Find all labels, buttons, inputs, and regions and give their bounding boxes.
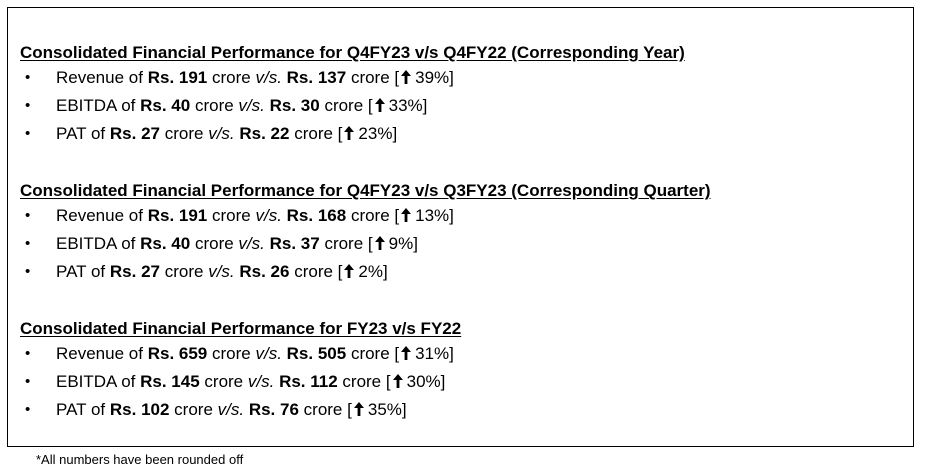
list-item: • EBITDA of Rs. 145 crore v/s. Rs. 112 c… <box>20 368 900 396</box>
footnote: *All numbers have been rounded off <box>36 452 244 467</box>
section-heading: Consolidated Financial Performance for Q… <box>20 181 711 200</box>
item-text: EBITDA of Rs. 145 crore v/s. Rs. 112 cro… <box>56 372 446 391</box>
section-heading: Consolidated Financial Performance for F… <box>20 319 462 338</box>
current-value: Rs. 27 <box>109 124 160 143</box>
metric-label: Revenue <box>56 206 125 225</box>
metric-label: Revenue <box>56 344 125 363</box>
bullet: • <box>25 97 31 114</box>
list-item: • Revenue of Rs. 191 crore v/s. Rs. 168 … <box>20 202 900 230</box>
list-item: • EBITDA of Rs. 40 crore v/s. Rs. 37 cro… <box>20 230 900 258</box>
current-value: Rs. 40 <box>140 234 191 253</box>
bullet: • <box>25 373 31 390</box>
bullet: • <box>25 263 31 280</box>
previous-value: Rs. 30 <box>269 96 320 115</box>
up-arrow-icon <box>374 235 386 251</box>
up-arrow-icon <box>400 207 412 223</box>
item-text: EBITDA of Rs. 40 crore v/s. Rs. 37 crore… <box>56 234 418 253</box>
item-text: PAT of Rs. 27 crore v/s. Rs. 26 crore [2… <box>56 262 388 281</box>
previous-value: Rs. 76 <box>248 400 299 419</box>
item-text: Revenue of Rs. 191 crore v/s. Rs. 137 cr… <box>56 68 454 87</box>
bullet: • <box>25 69 31 86</box>
up-arrow-icon <box>353 401 365 417</box>
metric-list: • Revenue of Rs. 191 crore v/s. Rs. 168 … <box>20 202 900 286</box>
metric-label: PAT <box>56 124 87 143</box>
metric-label: PAT <box>56 262 87 281</box>
list-item: • Revenue of Rs. 191 crore v/s. Rs. 137 … <box>20 64 900 92</box>
list-item: • PAT of Rs. 27 crore v/s. Rs. 26 crore … <box>20 258 900 286</box>
up-arrow-icon <box>400 69 412 85</box>
growth-value: 23% <box>358 124 393 143</box>
metric-list: • Revenue of Rs. 659 crore v/s. Rs. 505 … <box>20 340 900 424</box>
section-q4fy23-vs-q4fy22: Consolidated Financial Performance for Q… <box>20 42 900 148</box>
up-arrow-icon <box>343 125 355 141</box>
item-text: PAT of Rs. 27 crore v/s. Rs. 22 crore [2… <box>56 124 398 143</box>
current-value: Rs. 659 <box>147 344 208 363</box>
growth-value: 2% <box>358 262 383 281</box>
list-item: • Revenue of Rs. 659 crore v/s. Rs. 505 … <box>20 340 900 368</box>
up-arrow-icon <box>392 373 404 389</box>
section-heading: Consolidated Financial Performance for Q… <box>20 43 685 62</box>
performance-box: Consolidated Financial Performance for Q… <box>7 7 914 447</box>
up-arrow-icon <box>343 263 355 279</box>
growth-value: 9% <box>388 234 414 253</box>
current-value: Rs. 191 <box>147 68 208 87</box>
growth-value: 13% <box>415 206 450 225</box>
item-text: Revenue of Rs. 191 crore v/s. Rs. 168 cr… <box>56 206 454 225</box>
up-arrow-icon <box>374 97 386 113</box>
bullet: • <box>25 401 31 418</box>
growth-value: 31% <box>415 344 450 363</box>
bullet: • <box>25 235 31 252</box>
metric-label: EBITDA <box>56 372 117 391</box>
current-value: Rs. 145 <box>140 372 200 391</box>
item-text: EBITDA of Rs. 40 crore v/s. Rs. 30 crore… <box>56 96 428 115</box>
previous-value: Rs. 505 <box>286 344 347 363</box>
metric-list: • Revenue of Rs. 191 crore v/s. Rs. 137 … <box>20 64 900 148</box>
growth-value: 30% <box>406 372 441 391</box>
metric-label: EBITDA <box>56 234 117 253</box>
list-item: • EBITDA of Rs. 40 crore v/s. Rs. 30 cro… <box>20 92 900 120</box>
growth-value: 35% <box>367 400 402 419</box>
metric-label: EBITDA <box>56 96 117 115</box>
current-value: Rs. 40 <box>140 96 191 115</box>
previous-value: Rs. 37 <box>269 234 320 253</box>
up-arrow-icon <box>400 345 412 361</box>
bullet: • <box>25 125 31 142</box>
list-item: • PAT of Rs. 102 crore v/s. Rs. 76 crore… <box>20 396 900 424</box>
current-value: Rs. 191 <box>147 206 208 225</box>
previous-value: Rs. 112 <box>279 372 338 391</box>
metric-label: PAT <box>56 400 87 419</box>
item-text: PAT of Rs. 102 crore v/s. Rs. 76 crore [… <box>56 400 407 419</box>
growth-value: 33% <box>388 96 423 115</box>
list-item: • PAT of Rs. 27 crore v/s. Rs. 22 crore … <box>20 120 900 148</box>
metric-label: Revenue <box>56 68 125 87</box>
current-value: Rs. 102 <box>109 400 170 419</box>
bullet: • <box>25 207 31 224</box>
section-fy23-vs-fy22: Consolidated Financial Performance for F… <box>20 318 900 424</box>
section-q4fy23-vs-q3fy23: Consolidated Financial Performance for Q… <box>20 180 900 286</box>
previous-value: Rs. 168 <box>286 206 347 225</box>
previous-value: Rs. 26 <box>239 262 290 281</box>
growth-value: 39% <box>415 68 450 87</box>
previous-value: Rs. 22 <box>239 124 290 143</box>
bullet: • <box>25 345 31 362</box>
current-value: Rs. 27 <box>109 262 160 281</box>
item-text: Revenue of Rs. 659 crore v/s. Rs. 505 cr… <box>56 344 454 363</box>
previous-value: Rs. 137 <box>286 68 347 87</box>
